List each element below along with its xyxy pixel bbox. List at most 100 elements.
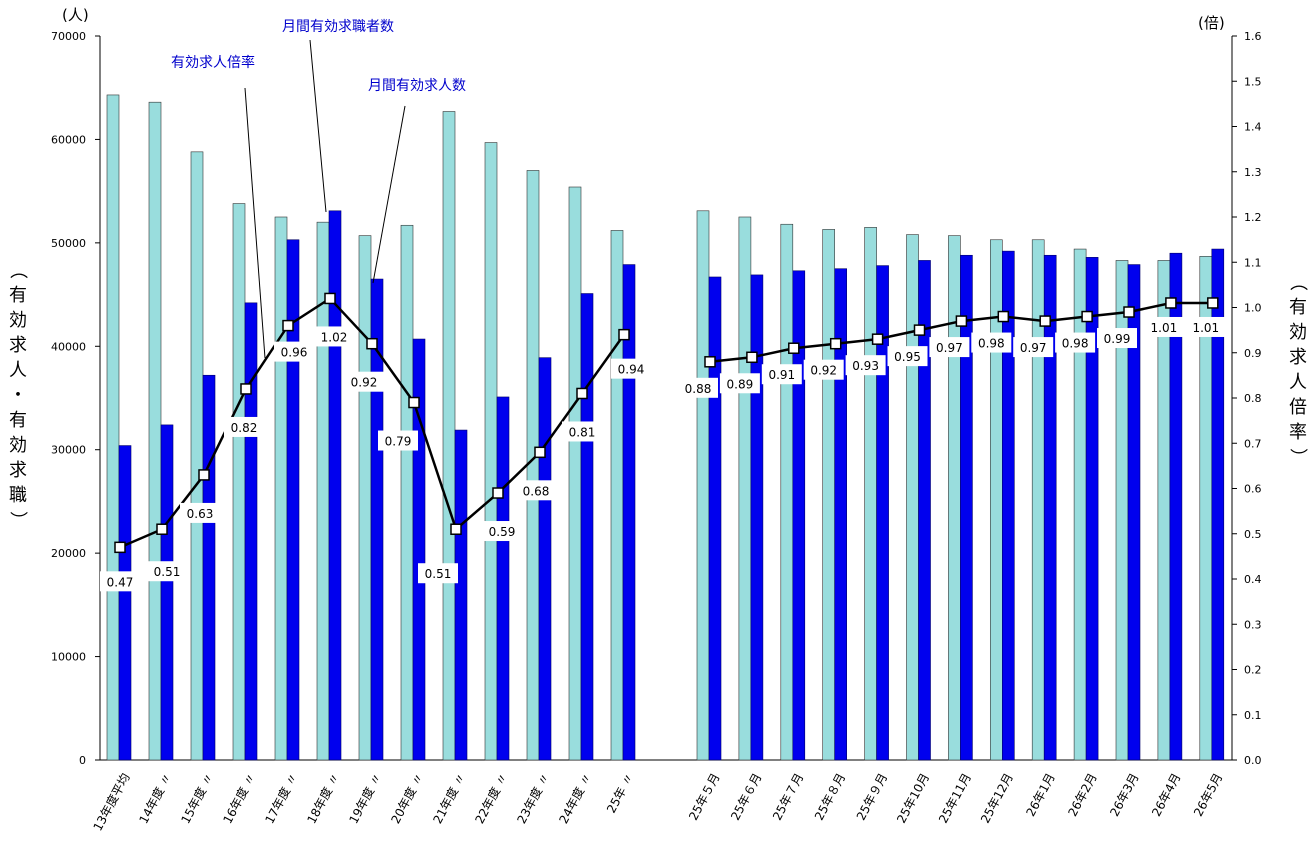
- left-axis-title-char: 求: [9, 335, 27, 356]
- ratio-marker: [831, 339, 841, 349]
- ratio-label: 0.59: [489, 525, 516, 539]
- bar-job-seekers: [611, 230, 623, 760]
- x-tick-label: 25年９月: [854, 771, 890, 823]
- ratio-label: 0.47: [107, 575, 134, 589]
- x-tick-label: 13年度平均: [90, 770, 133, 833]
- bar-job-seekers: [907, 235, 919, 760]
- bar-job-offers: [287, 240, 299, 760]
- x-tick-label: 23年度 〃: [514, 770, 553, 826]
- ratio-marker: [199, 470, 209, 480]
- right-axis-title-char: 求: [1289, 347, 1307, 368]
- right-axis-tick-label: 0.8: [1244, 392, 1262, 405]
- ratio-label: 0.97: [936, 341, 963, 355]
- bar-job-offers: [581, 294, 593, 760]
- bar-job-seekers: [233, 204, 245, 760]
- ratio-label: 1.01: [1192, 321, 1219, 335]
- bar-job-offers: [539, 358, 551, 760]
- bar-job-offers: [161, 425, 173, 760]
- bar-job-offers: [119, 446, 131, 760]
- right-axis-tick-label: 0.5: [1244, 528, 1262, 541]
- data-labels-layer: 0.470.510.630.820.961.020.920.790.510.59…: [100, 317, 1226, 591]
- x-tick-label: 25年８月: [812, 771, 848, 823]
- x-tick-label: 26年3月: [1107, 771, 1141, 819]
- ratio-marker: [283, 321, 293, 331]
- ratio-label: 0.89: [727, 377, 754, 391]
- left-axis-tick-label: 10000: [51, 651, 86, 664]
- x-tick-label: 25年12月: [978, 771, 1016, 826]
- x-tick-label: 25年10月: [894, 771, 932, 826]
- bar-job-seekers: [191, 152, 203, 760]
- left-axis-title: （有効求人・有効求職）: [7, 261, 28, 529]
- ratio-marker: [535, 447, 545, 457]
- ratio-marker: [241, 384, 251, 394]
- ratio-label: 0.51: [154, 565, 181, 579]
- right-axis-tick-label: 0.3: [1244, 618, 1262, 631]
- ratio-marker: [619, 330, 629, 340]
- x-tick-label: 21年度 〃: [430, 770, 469, 826]
- bar-job-seekers: [697, 211, 709, 760]
- ratio-label: 1.02: [321, 330, 348, 344]
- left-axis-title-char: 有: [9, 410, 27, 431]
- ratio-marker: [998, 312, 1008, 322]
- x-tick-label: 25年11月: [936, 771, 974, 826]
- annotation-ratio: 有効求人倍率: [171, 54, 255, 71]
- ratio-marker: [1040, 316, 1050, 326]
- bar-job-seekers: [275, 217, 287, 760]
- right-axis-tick-label: 0.4: [1244, 573, 1262, 586]
- bar-job-offers: [960, 255, 972, 760]
- bar-job-offers: [245, 303, 257, 760]
- ratio-label: 0.82: [231, 421, 258, 435]
- bar-job-seekers: [1074, 249, 1086, 760]
- ratio-marker: [409, 398, 419, 408]
- x-tick-label: 17年度 〃: [262, 770, 301, 826]
- right-axis-tick-label: 1.3: [1244, 166, 1262, 179]
- right-axis-title-char: 率: [1289, 422, 1307, 443]
- bar-job-offers: [455, 430, 467, 760]
- bar-job-seekers: [569, 187, 581, 760]
- right-axis-tick-label: 0.6: [1244, 483, 1262, 496]
- right-axis-tick-label: 0.7: [1244, 437, 1262, 450]
- x-tick-label: 26年1月: [1023, 771, 1057, 819]
- left-axis-tick-label: 70000: [51, 30, 86, 43]
- right-axis-title-char: 有: [1289, 297, 1307, 318]
- bar-job-seekers: [359, 236, 371, 760]
- ratio-marker: [451, 524, 461, 534]
- ratio-marker: [789, 343, 799, 353]
- bar-job-seekers: [107, 95, 119, 760]
- bar-job-seekers: [149, 102, 161, 760]
- bar-job-offers: [1044, 255, 1056, 760]
- ratio-label: 0.98: [978, 337, 1005, 351]
- bar-job-offers: [751, 275, 763, 760]
- x-tick-label: 26年2月: [1065, 771, 1099, 819]
- right-axis-tick-label: 1.2: [1244, 211, 1262, 224]
- bar-job-seekers: [781, 224, 793, 760]
- left-axis-title-char: 有: [9, 285, 27, 306]
- x-tick-label: 14年度 〃: [136, 770, 175, 826]
- ratio-label: 0.68: [523, 484, 550, 498]
- left-axis-tick-label: 0: [79, 754, 86, 767]
- left-axis-title-char: 人: [9, 360, 27, 381]
- bar-job-seekers: [823, 229, 835, 760]
- right-axis-tick-label: 0.9: [1244, 347, 1262, 360]
- right-axis-tick-label: 1.5: [1244, 75, 1262, 88]
- left-axis-tick-label: 20000: [51, 547, 86, 560]
- bar-job-offers: [497, 397, 509, 760]
- annotation-offers: 月間有効求人数: [368, 78, 466, 94]
- ratio-marker: [115, 542, 125, 552]
- ratio-marker: [493, 488, 503, 498]
- ratio-label: 0.92: [810, 364, 837, 378]
- left-axis-title-char: ・: [9, 385, 27, 406]
- x-tick-label: 24年度 〃: [556, 770, 595, 826]
- annotation-offers-leader: [373, 106, 405, 283]
- bar-job-seekers: [948, 236, 960, 760]
- bar-job-offers: [709, 277, 721, 760]
- ratio-label: 0.63: [187, 507, 214, 521]
- ratio-marker: [367, 339, 377, 349]
- left-axis-unit: (人): [62, 6, 89, 24]
- bar-job-seekers: [865, 227, 877, 760]
- ratio-label: 0.79: [385, 435, 412, 449]
- ratio-marker: [705, 357, 715, 367]
- left-axis-title-char: 効: [9, 435, 27, 456]
- ratio-marker: [1166, 298, 1176, 308]
